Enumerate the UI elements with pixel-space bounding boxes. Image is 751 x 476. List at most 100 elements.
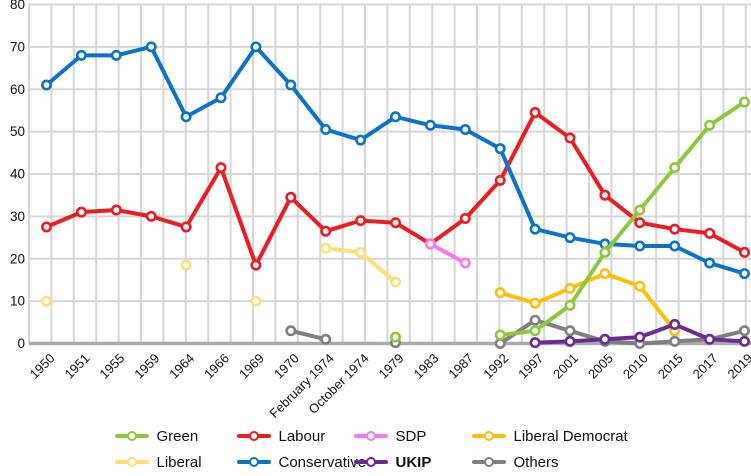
data-point-marker xyxy=(494,143,506,155)
y-tick-label: 80 xyxy=(10,0,25,12)
data-point-marker xyxy=(145,41,157,53)
data-point-marker xyxy=(704,257,716,269)
legend-label: Others xyxy=(513,453,559,471)
data-point-marker xyxy=(738,325,750,337)
legend-item-sdp: SDP xyxy=(353,423,472,449)
data-point-marker xyxy=(180,259,192,271)
series-sdp xyxy=(424,238,471,269)
legend-swatch-icon xyxy=(236,431,271,441)
data-point-marker xyxy=(285,191,297,203)
legend-swatch-icon xyxy=(236,457,271,467)
data-point-marker xyxy=(529,223,541,235)
legend-row: Green Labour SDP Liberal Democrat xyxy=(0,423,751,449)
data-point-marker xyxy=(738,96,750,108)
data-point-marker xyxy=(599,246,611,258)
data-point-marker xyxy=(564,325,576,337)
x-tick-label: 1979 xyxy=(376,351,407,382)
legend-swatch-icon xyxy=(471,431,506,441)
y-tick-label: 50 xyxy=(10,124,25,139)
data-point-marker xyxy=(529,337,541,349)
legend-item-liberal-democrat: Liberal Democrat xyxy=(471,423,637,449)
data-point-marker xyxy=(459,124,471,136)
data-point-marker xyxy=(285,325,297,337)
data-point-marker xyxy=(599,189,611,201)
data-point-marker xyxy=(75,49,87,61)
y-tick-label: 10 xyxy=(10,294,25,309)
series-liberal xyxy=(40,242,401,307)
data-point-marker xyxy=(215,92,227,104)
data-point-marker xyxy=(320,333,332,345)
x-tick-label: 2017 xyxy=(690,351,721,382)
x-tick-label: 2005 xyxy=(585,351,616,382)
data-point-marker xyxy=(669,240,681,252)
data-point-marker xyxy=(669,162,681,174)
data-point-marker xyxy=(564,282,576,294)
y-tick-label: 20 xyxy=(10,251,25,266)
legend-row: Liberal Conservative UKIP Others xyxy=(0,449,751,475)
series-line xyxy=(428,241,468,265)
legend-label: Labour xyxy=(278,427,326,445)
legend-swatch-icon xyxy=(114,457,149,467)
legend-swatch-icon xyxy=(471,457,506,467)
x-tick-label: 2001 xyxy=(550,351,581,382)
legend-swatch-icon xyxy=(353,431,388,441)
legend-item-conservative: Conservative xyxy=(236,449,366,475)
data-point-marker xyxy=(669,335,681,347)
data-point-marker xyxy=(738,246,750,258)
data-point-marker xyxy=(669,223,681,235)
legend-label: Liberal Democrat xyxy=(513,427,628,445)
data-point-marker xyxy=(529,314,541,326)
y-tick-label: 30 xyxy=(10,209,25,224)
data-point-marker xyxy=(250,41,262,53)
data-point-marker xyxy=(389,276,401,288)
y-tick-label: 40 xyxy=(10,167,25,182)
data-point-marker xyxy=(634,217,646,229)
data-point-marker xyxy=(459,257,471,269)
legend-swatch-icon xyxy=(114,431,149,441)
data-point-marker xyxy=(459,212,471,224)
data-point-marker xyxy=(355,246,367,258)
data-point-marker xyxy=(40,79,52,91)
x-tick-label: 1966 xyxy=(201,351,232,382)
data-point-marker xyxy=(738,335,750,347)
x-tick-label: 1969 xyxy=(236,351,267,382)
data-point-marker xyxy=(494,174,506,186)
x-tick-label: 2010 xyxy=(620,351,651,382)
data-point-marker xyxy=(738,268,750,280)
data-point-marker xyxy=(110,204,122,216)
x-tick-label: 1983 xyxy=(410,351,441,382)
data-point-marker xyxy=(599,333,611,345)
data-point-marker xyxy=(529,297,541,309)
data-point-marker xyxy=(704,119,716,131)
legend-item-others: Others xyxy=(471,449,637,475)
data-point-marker xyxy=(529,325,541,337)
x-tick-label: 1987 xyxy=(445,351,476,382)
data-point-marker xyxy=(529,107,541,119)
data-point-marker xyxy=(320,225,332,237)
x-tick-label: 1964 xyxy=(166,351,197,382)
series-line xyxy=(44,44,747,276)
series-ukip xyxy=(529,318,750,349)
data-point-marker xyxy=(285,79,297,91)
data-point-marker xyxy=(564,232,576,244)
data-point-marker xyxy=(180,111,192,123)
data-point-marker xyxy=(389,111,401,123)
legend-item-liberal: Liberal xyxy=(114,449,237,475)
x-tick-label: 1970 xyxy=(271,351,302,382)
x-tick-label: 2015 xyxy=(655,351,686,382)
legend-label: Green xyxy=(156,427,199,445)
data-point-marker xyxy=(320,242,332,254)
data-point-marker xyxy=(215,162,227,174)
data-point-marker xyxy=(250,259,262,271)
data-point-marker xyxy=(389,331,401,343)
legend-swatch-icon xyxy=(353,457,388,467)
series-line xyxy=(498,318,747,346)
legend-label: UKIP xyxy=(395,453,432,471)
y-tick-label: 0 xyxy=(17,336,25,351)
data-point-marker xyxy=(424,238,436,250)
data-point-marker xyxy=(424,119,436,131)
legend-label: SDP xyxy=(395,427,427,445)
legend-item-ukip: UKIP xyxy=(353,449,472,475)
